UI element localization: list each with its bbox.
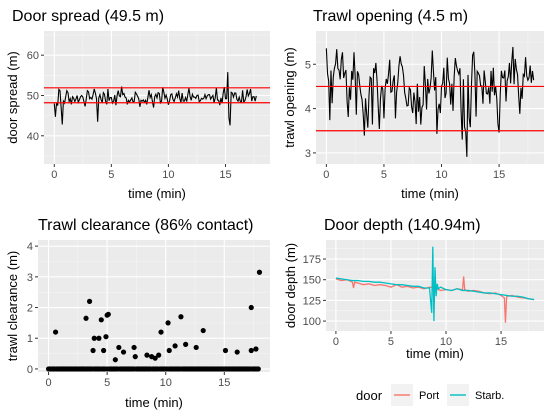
door-spread-x-tick-label: 5 [108,169,114,181]
trawl-clearance-point [153,356,158,361]
trawl-opening-x-axis-label: time (min) [401,186,459,201]
trawl-clearance-point [113,357,118,362]
trawl-clearance-point [257,270,262,275]
trawl-clearance-point [223,348,228,353]
trawl-clearance-y-tick-label: 2 [27,303,33,315]
trawl-clearance-point [99,317,104,322]
trawl-clearance-y-tick-label: 4 [27,241,33,253]
trawl-clearance-point [144,353,149,358]
trawl-clearance-y-axis-label: trawl clearance (m) [5,251,20,362]
trawl-clearance-point [53,329,58,334]
trawl-clearance-point [121,349,126,354]
trawl-opening-chart: 0 5 10 15 3 4 5 Trawl opening (4.5 m) time (min)… [282,8,544,201]
trawl-clearance-point [87,299,92,304]
trawl-clearance-point [235,349,240,354]
trawl-clearance-point [167,348,172,353]
trawl-opening-x-tick-label: 10 [435,169,447,181]
trawl-clearance-chart: 0 5 10 15 0 1 2 3 4 Trawl clearance (86% contact)… [5,217,270,410]
trawl-opening-y-axis-label: trawl opening (m) [282,47,297,147]
trawl-clearance-point [92,336,97,341]
trawl-clearance-point [201,328,206,333]
door-spread-x-tick-label: 15 [219,169,231,181]
trawl-opening-y-tick-label: 4 [305,104,311,116]
door-depth-y-axis-label: door depth (m) [283,243,298,328]
door-depth-x-tick-label: 0 [333,336,339,348]
trawl-clearance-x-tick-label: 10 [160,377,172,389]
trawl-clearance-point [183,342,188,347]
trawl-clearance-y-tick-label: 3 [27,272,33,284]
trawl-clearance-x-tick-label: 5 [104,377,110,389]
trawl-clearance-point [158,329,163,334]
door-depth-x-tick-label: 5 [388,336,394,348]
trawl-opening-y-tick-label: 5 [305,59,311,71]
trawl-clearance-point [178,314,183,319]
trawl-clearance-point [96,336,101,341]
door-spread-x-tick-label: 0 [51,169,57,181]
trawl-clearance-point [249,305,254,310]
trawl-clearance-y-tick-label: 0 [27,364,33,376]
trawl-clearance-point [256,366,261,371]
door-spread-y-tick-label: 60 [27,50,39,62]
door-depth-x-tick-label: 15 [495,336,507,348]
trawl-clearance-point [253,346,258,351]
door-spread-y-tick-label: 50 [27,90,39,102]
trawl-clearance-point [105,313,110,318]
trawl-clearance-point [133,354,138,359]
trawl-clearance-point [165,320,170,325]
trawl-clearance-point [101,348,106,353]
trawl-clearance-point [83,316,88,321]
trawl-clearance-x-axis-label: time (min) [125,395,183,410]
door-depth-y-tick-label: 125 [303,295,321,307]
trawl-clearance-point [60,366,65,371]
door-depth-legend: door Port Starb. [356,384,504,406]
door-depth-x-axis-label: time (min) [406,346,464,361]
trawl-clearance-point [52,366,57,371]
door-depth-title: Door depth (140.94m) [324,217,481,234]
legend-label-starb: Starb. [475,390,504,402]
legend-title: door [356,388,383,403]
trawl-clearance-x-tick-label: 15 [218,377,230,389]
door-depth-y-tick-label: 150 [303,275,321,287]
trawl-opening-title: Trawl opening (4.5 m) [313,8,468,25]
trawl-clearance-point [90,348,95,353]
trawl-clearance-point [172,343,177,348]
trawl-clearance-point [83,366,88,371]
trawl-clearance-point [131,345,136,350]
door-spread-y-axis-label: door spread (m) [5,51,20,143]
door-spread-y-tick-label: 40 [27,131,39,143]
trawl-opening-y-tick-label: 3 [305,148,311,160]
trawl-clearance-x-tick-label: 0 [45,377,51,389]
trawl-clearance-y-tick-label: 1 [27,333,33,345]
trawl-opening-x-tick-label: 15 [493,169,505,181]
door-depth-y-tick-label: 100 [303,316,321,328]
trawl-clearance-title: Trawl clearance (86% contact) [38,217,254,234]
trawl-opening-x-tick-label: 5 [381,169,387,181]
door-spread-x-axis-label: time (min) [128,186,186,201]
trawl-opening-x-tick-label: 0 [323,169,329,181]
trawl-clearance-point [249,348,254,353]
door-spread-x-tick-label: 10 [162,169,174,181]
trawl-clearance-point [116,345,121,350]
trawl-clearance-point [194,345,199,350]
door-spread-title: Door spread (49.5 m) [12,8,164,25]
door-spread-chart: 0 5 10 15 40 50 60 Door spread (49.5 m) time (mi… [5,8,270,201]
trawl-clearance-point [103,334,108,339]
legend-label-port: Port [419,390,439,402]
door-depth-y-tick-label: 175 [303,254,321,266]
